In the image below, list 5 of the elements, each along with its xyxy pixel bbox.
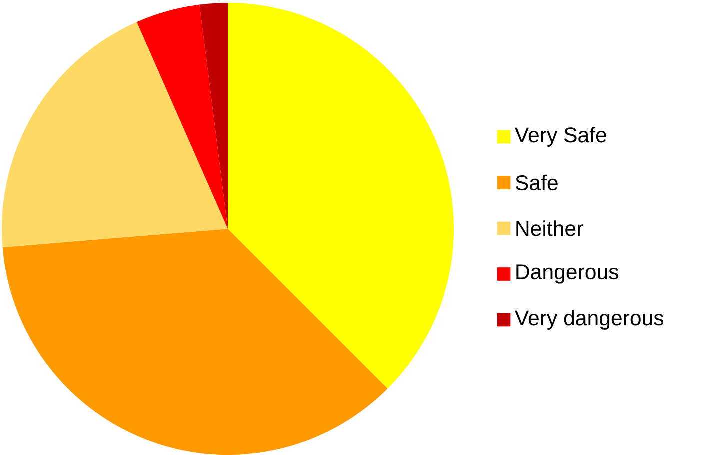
legend-label: Safe [516,174,558,191]
legend-label: Dangerous [516,264,618,284]
legend-label: Very Safe [515,127,606,147]
legend-label: Very dangerous [515,310,664,330]
legend-label: Neither [516,220,584,236]
